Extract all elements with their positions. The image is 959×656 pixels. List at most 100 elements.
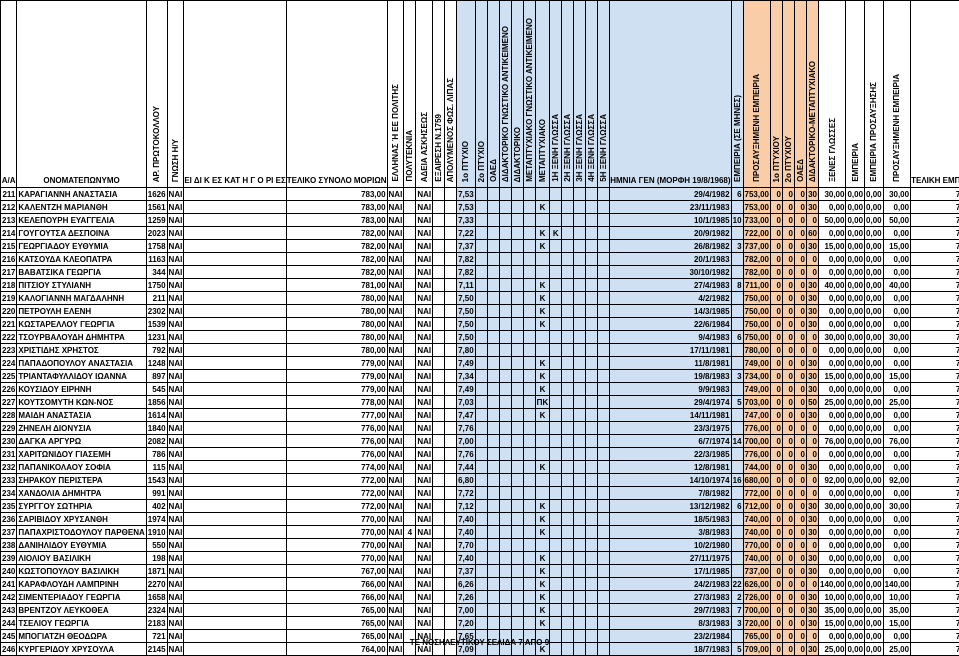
table-cell [511,188,523,201]
table-cell [433,227,445,240]
table-cell [475,409,487,422]
table-cell: 783,00 [286,201,387,214]
table-cell [445,370,457,383]
table-cell: 0 [771,487,783,500]
table-cell: ΜΑΙΔΗ ΑΝΑΣΤΑΣΙΑ [17,409,146,422]
table-cell: 0,00 [883,422,910,435]
table-cell: 1561 [146,201,167,214]
table-cell [550,188,562,201]
table-cell: 7,22 [457,227,476,240]
table-cell [433,344,445,357]
table-cell [404,318,416,331]
table-cell: 774,00 [286,461,387,474]
table-cell [598,188,610,201]
table-cell: 781,00 [911,279,959,292]
table-cell: ΝΑΙ [167,617,184,630]
table-cell: 30 [807,552,819,565]
table-cell [433,422,445,435]
table-cell [523,240,535,253]
table-cell [731,292,743,305]
table-cell: ΝΑΙ [416,240,433,253]
table-cell [404,448,416,461]
table-cell [445,292,457,305]
table-cell: 0 [771,474,783,487]
table-cell [598,227,610,240]
table-cell: 750,00 [743,305,770,318]
table-cell [433,266,445,279]
table-cell: ΝΑΙ [416,500,433,513]
table-cell: ΔΑΓΚΑ ΑΡΓΥΡΩ [17,435,146,448]
table-cell [598,578,610,591]
table-cell: 0 [795,227,807,240]
table-cell: 0,00 [846,552,865,565]
table-cell: 0 [783,500,795,513]
table-cell [598,318,610,331]
table-cell [433,565,445,578]
table-cell: ΚΑΛΟΓΙΑΝΝΗ ΜΑΓΔΑΛΗΝΗ [17,292,146,305]
table-cell [499,578,511,591]
table-cell: ΝΑΙ [387,266,404,279]
table-cell: 0 [807,487,819,500]
table-cell [475,318,487,331]
table-cell: 0,00 [865,487,884,500]
column-header-label: ΕΜΠΕΙΡΙΑ [850,141,861,184]
table-cell: 0,00 [865,240,884,253]
table-cell: 0 [795,461,807,474]
table-cell: 0 [783,227,795,240]
table-cell [562,201,574,214]
table-cell [586,461,598,474]
table-cell: 1750 [146,279,167,292]
table-cell [487,331,499,344]
table-cell [445,552,457,565]
table-cell [574,513,586,526]
table-cell: ΝΑΙ [416,604,433,617]
table-cell: 0 [807,266,819,279]
table-cell: ΝΑΙ [387,526,404,539]
table-cell [550,266,562,279]
table-cell [586,422,598,435]
table-cell [445,188,457,201]
table-cell: 0 [783,461,795,474]
table-cell: ΝΑΙ [167,305,184,318]
table-cell [523,305,535,318]
table-cell [487,526,499,539]
table-cell [475,240,487,253]
table-cell: 753,00 [743,188,770,201]
table-cell [487,513,499,526]
table-cell: 115 [146,461,167,474]
table-cell: 0,00 [865,409,884,422]
table-cell [404,500,416,513]
table-cell [586,188,598,201]
table-cell: 792 [146,344,167,357]
table-cell: ΝΑΙ [416,435,433,448]
table-cell: 786 [146,448,167,461]
column-header: ΕΜΠΕΙΡΙΑ ΠΡΟΣΑΥΞΗΣΗΣ [865,1,884,188]
table-cell: 0,00 [846,331,865,344]
table-cell: 782,00 [743,253,770,266]
table-cell: 7,34 [457,370,476,383]
table-cell: 213 [1,214,17,227]
table-cell: ΝΑΙ [167,500,184,513]
table-cell [184,604,286,617]
table-cell [499,461,511,474]
table-cell: 0,00 [883,552,910,565]
table-cell [184,396,286,409]
table-cell: 7,37 [457,565,476,578]
table-cell: ΝΑΙ [416,591,433,604]
table-cell: 7,72 [457,487,476,500]
table-cell [475,591,487,604]
column-header-label: ΑΡ. ΠΡΩΤΟΚΟΛΛΟΥ [151,104,162,184]
table-cell [550,383,562,396]
table-cell [475,565,487,578]
table-cell: 40,00 [883,279,910,292]
table-cell [445,435,457,448]
table-cell: 770,00 [911,526,959,539]
table-cell [523,292,535,305]
table-cell: ΚΟΥΤΣΟΜΥΤΗ ΚΩΝ-ΝΟΣ [17,396,146,409]
column-header-label: ΕΜΠΕΙΡΙΑ (ΣΕ ΜΗΝΕΣ) [732,93,743,184]
table-cell [731,201,743,214]
table-cell [499,396,511,409]
